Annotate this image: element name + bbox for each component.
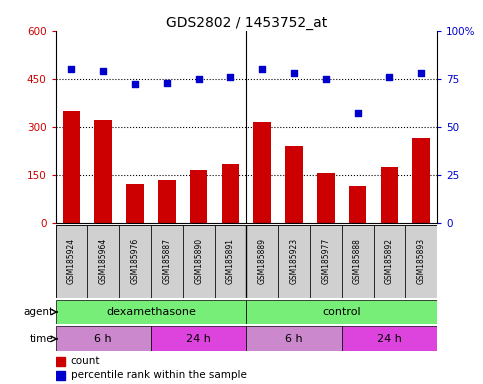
Bar (278, 225, 310, 298)
Text: GSM185977: GSM185977 (321, 238, 330, 284)
Bar (190, 170, 207, 223)
Point (322, 76, 330, 82)
Title: GDS2802 / 1453752_at: GDS2802 / 1453752_at (166, 16, 327, 30)
Text: percentile rank within the sample: percentile rank within the sample (71, 370, 247, 380)
Bar (183, 225, 214, 298)
Text: 24 h: 24 h (186, 334, 211, 344)
Bar (342, 225, 373, 298)
Text: GSM185889: GSM185889 (258, 238, 267, 284)
Point (227, 74, 234, 80)
Point (195, 76, 202, 82)
Bar (246, 225, 278, 298)
Text: dexamethasone: dexamethasone (106, 307, 196, 317)
Bar (87, 225, 119, 298)
Bar (405, 225, 437, 298)
Text: GSM185891: GSM185891 (226, 238, 235, 284)
Bar (214, 225, 246, 298)
Bar (246, 300, 437, 324)
Bar (151, 326, 246, 351)
Bar (56, 300, 246, 324)
Bar (158, 180, 176, 223)
Bar (349, 186, 367, 223)
Point (68, 66, 75, 72)
Bar (246, 326, 342, 351)
Text: control: control (323, 307, 361, 317)
Bar (342, 326, 437, 351)
Text: GSM185890: GSM185890 (194, 238, 203, 284)
Bar (373, 225, 405, 298)
Point (258, 66, 266, 72)
Bar (119, 225, 151, 298)
Text: GSM185892: GSM185892 (385, 238, 394, 284)
Text: GSM185976: GSM185976 (130, 238, 140, 284)
Text: 6 h: 6 h (285, 334, 303, 344)
Bar (56, 371, 65, 380)
Text: time: time (29, 334, 53, 344)
Point (385, 74, 393, 80)
Text: GSM185893: GSM185893 (417, 238, 426, 284)
Bar (95, 120, 112, 223)
Bar (56, 225, 87, 298)
Point (354, 110, 361, 116)
Bar (412, 138, 430, 223)
Bar (151, 225, 183, 298)
Bar (126, 184, 144, 223)
Text: GSM185924: GSM185924 (67, 238, 76, 284)
Point (290, 70, 298, 76)
Text: GSM185887: GSM185887 (162, 238, 171, 284)
Point (163, 79, 170, 86)
Bar (310, 225, 342, 298)
Bar (317, 173, 335, 223)
Text: 6 h: 6 h (95, 334, 112, 344)
Text: GSM185964: GSM185964 (99, 238, 108, 284)
Bar (254, 122, 271, 223)
Bar (222, 164, 239, 223)
Bar (381, 167, 398, 223)
Bar (285, 146, 303, 223)
Bar (56, 357, 65, 366)
Bar (56, 326, 151, 351)
Text: count: count (71, 356, 100, 366)
Point (99, 68, 107, 74)
Text: GSM185923: GSM185923 (289, 238, 298, 284)
Text: GSM185888: GSM185888 (353, 238, 362, 284)
Point (417, 70, 425, 76)
Bar (63, 111, 80, 223)
Text: 24 h: 24 h (377, 334, 402, 344)
Text: agent: agent (23, 307, 53, 317)
Point (131, 81, 139, 88)
